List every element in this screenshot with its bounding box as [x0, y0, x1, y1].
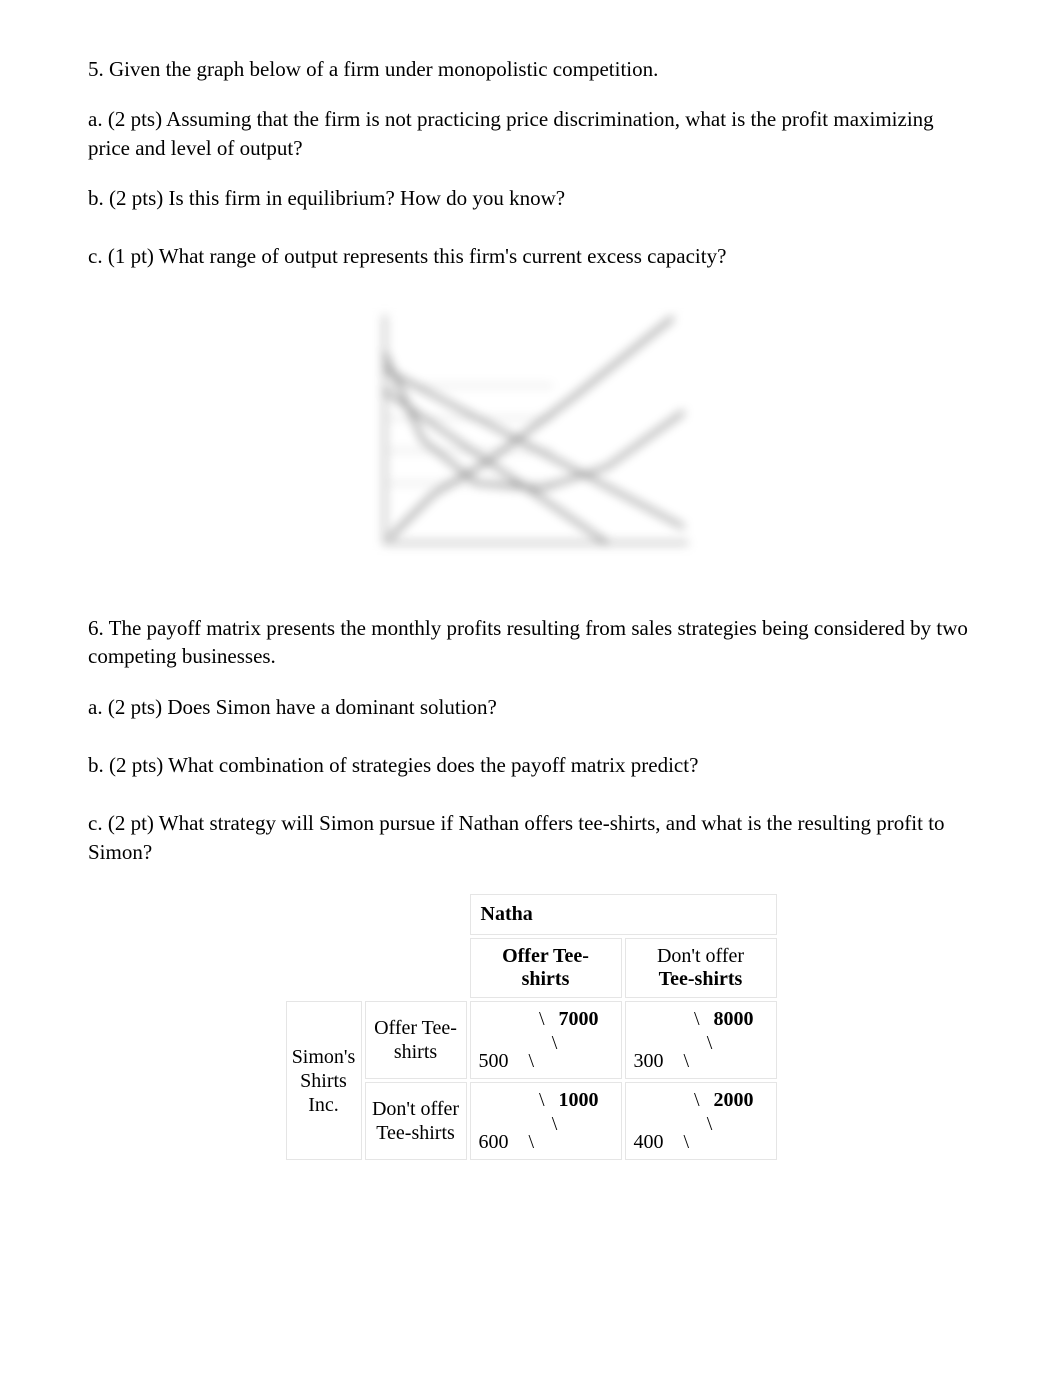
slash-icon: \: [529, 1131, 535, 1153]
row-header-offer: Offer Tee- shirts: [365, 1001, 467, 1079]
row-header-offer-l2: shirts: [394, 1041, 437, 1063]
row-player-l1: Simon's: [292, 1046, 356, 1068]
slash-icon: \: [707, 1030, 713, 1057]
q5-a: a. (2 pts) Assuming that the firm is not…: [88, 105, 974, 162]
corner-cell: [286, 894, 467, 998]
cell-1-0-top: 1000: [559, 1089, 599, 1111]
col-header-offer: Offer Tee- shirts: [470, 938, 622, 998]
cell-0-0: \7000 \ 500\: [470, 1001, 622, 1079]
slash-icon: \: [684, 1050, 690, 1072]
col-header-offer-l2: shirts: [522, 968, 570, 990]
cell-0-1-bottom: 300: [634, 1050, 664, 1072]
q6-c: c. (2 pt) What strategy will Simon pursu…: [88, 809, 974, 866]
monopolistic-competition-graph: [351, 299, 711, 559]
row-player-label: Simon's Shirts Inc.: [286, 1001, 362, 1160]
q5-b: b. (2 pts) Is this firm in equilibrium? …: [88, 184, 974, 212]
cell-1-0-bottom: 600: [479, 1131, 509, 1153]
col-player-label: Natha: [470, 894, 777, 935]
row-player-l2: Shirts: [300, 1070, 347, 1092]
graph-container: [88, 299, 974, 566]
row-header-dont-l1: Don't offer: [372, 1098, 459, 1120]
row-header-offer-l1: Offer Tee-: [374, 1017, 457, 1039]
cell-0-1-top: 8000: [714, 1008, 754, 1030]
cell-1-0: \1000 \ 600\: [470, 1082, 622, 1160]
row-header-dont: Don't offer Tee-shirts: [365, 1082, 467, 1160]
payoff-matrix: Natha Offer Tee- shirts Don't offer Tee-…: [283, 891, 780, 1163]
slash-icon: \: [529, 1050, 535, 1072]
cell-1-1-top: 2000: [714, 1089, 754, 1111]
payoff-matrix-container: Natha Offer Tee- shirts Don't offer Tee-…: [88, 891, 974, 1170]
q5-c: c. (1 pt) What range of output represent…: [88, 242, 974, 270]
cell-0-0-top: 7000: [559, 1008, 599, 1030]
q6-b: b. (2 pts) What combination of strategie…: [88, 751, 974, 779]
slash-icon: \: [539, 1008, 545, 1030]
row-header-dont-l2: Tee-shirts: [376, 1122, 455, 1144]
slash-icon: \: [694, 1008, 700, 1030]
cell-1-1: \2000 \ 400\: [625, 1082, 777, 1160]
q5-intro: 5. Given the graph below of a firm under…: [88, 55, 974, 83]
row-player-l3: Inc.: [308, 1094, 339, 1116]
slash-icon: \: [552, 1111, 558, 1138]
slash-icon: \: [684, 1131, 690, 1153]
cell-1-1-bottom: 400: [634, 1131, 664, 1153]
cell-0-1: \8000 \ 300\: [625, 1001, 777, 1079]
q6-intro: 6. The payoff matrix presents the monthl…: [88, 614, 974, 671]
slash-icon: \: [694, 1089, 700, 1111]
slash-icon: \: [552, 1030, 558, 1057]
cell-0-0-bottom: 500: [479, 1050, 509, 1072]
q6-a: a. (2 pts) Does Simon have a dominant so…: [88, 693, 974, 721]
slash-icon: \: [707, 1111, 713, 1138]
col-header-dont-l2: Tee-shirts: [659, 968, 743, 990]
col-header-offer-l1: Offer Tee-: [502, 945, 589, 967]
col-header-dont: Don't offer Tee-shirts: [625, 938, 777, 998]
slash-icon: \: [539, 1089, 545, 1111]
col-header-dont-l1: Don't offer: [657, 945, 744, 967]
